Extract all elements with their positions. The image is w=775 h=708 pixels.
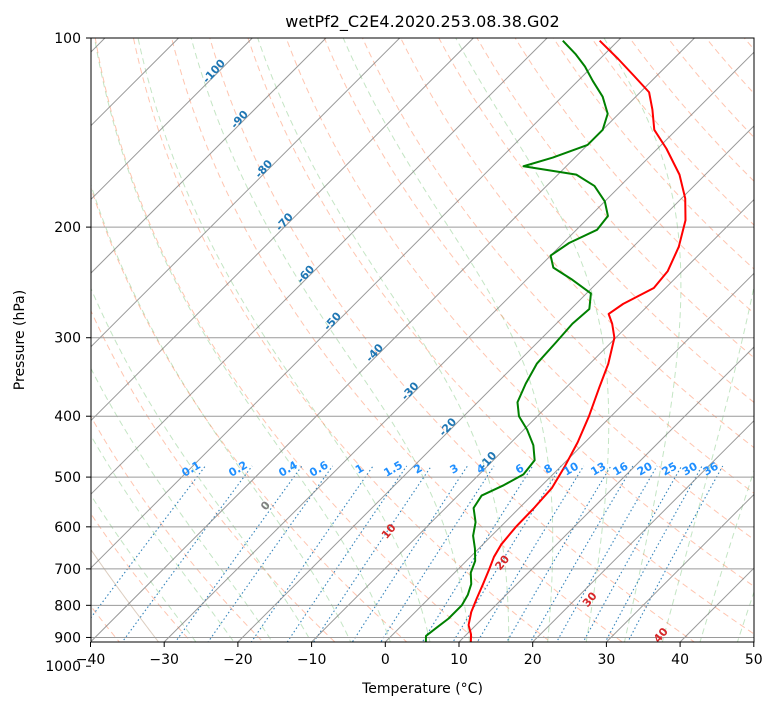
isotherm-line	[91, 38, 401, 348]
moist-adiabat-line	[699, 469, 754, 642]
x-tick-label: −10	[297, 652, 327, 668]
y-tick-label: 400	[54, 409, 81, 425]
x-tick-label: −40	[76, 652, 106, 668]
y-tick-label: 500	[54, 470, 81, 486]
isotherm-line	[91, 38, 622, 569]
dry-adiabat-line	[400, 38, 754, 449]
chart-title: wetPf2_C2E4.2020.253.08.38.G02	[285, 12, 559, 32]
dewpoint-profile-line	[424, 40, 609, 642]
mixing-ratio-line	[174, 465, 303, 642]
isotherm-line	[91, 38, 327, 274]
y-tick-label: 700	[54, 562, 81, 578]
grid-lines	[91, 38, 754, 642]
isotherm-line	[91, 38, 253, 201]
mixing-ratio-line	[476, 465, 585, 642]
dry-adiabat-line	[361, 38, 754, 494]
mixing-ratio-line	[250, 465, 374, 642]
temperature-profile-line	[467, 39, 687, 642]
dry-adiabat-line	[91, 309, 336, 642]
isotherm-line	[91, 38, 474, 422]
isotherm-line	[163, 51, 754, 642]
isotherm-line	[91, 38, 548, 495]
y-tick-label: 600	[54, 520, 81, 536]
mixing-ratio-lines	[91, 465, 724, 642]
mixing-ratio-line	[506, 465, 612, 642]
mixing-ratio-line	[91, 465, 206, 619]
plot-frame	[90, 37, 755, 643]
y-tick-label: 1000	[45, 659, 81, 675]
x-tick-label: 10	[450, 652, 468, 668]
x-tick-label: 50	[745, 652, 763, 668]
isotherm-line	[532, 419, 754, 642]
moist-adiabat-line	[94, 38, 391, 642]
isotherm-line	[458, 346, 754, 642]
dry-adiabat-line	[438, 38, 754, 404]
y-tick-label: 800	[54, 598, 81, 614]
mixing-ratio-line	[604, 465, 703, 642]
x-tick-label: 40	[671, 652, 689, 668]
x-axis-label: Temperature (°C)	[361, 681, 483, 697]
mixing-ratio-line	[380, 465, 495, 642]
dry-adiabat-line	[285, 38, 754, 587]
y-tick-label: 100	[54, 31, 81, 47]
isotherm-line	[384, 272, 754, 642]
y-axis-label: Pressure (hPa)	[12, 290, 28, 390]
y-tick-label: 900	[54, 631, 81, 647]
mixing-ratio-line	[529, 465, 634, 642]
mixing-ratio-line	[313, 465, 432, 642]
moist-adiabat-line	[661, 284, 754, 642]
sounding-series	[424, 39, 687, 642]
y-tick-label: 300	[54, 331, 81, 347]
x-tick-label: 30	[597, 652, 615, 668]
mixing-ratio-line	[286, 465, 408, 642]
dry-adiabat-line	[476, 38, 754, 359]
y-tick-label: 200	[54, 220, 81, 236]
isotherm-line	[606, 493, 754, 642]
x-tick-label: 0	[381, 652, 390, 668]
x-tick-label: −30	[149, 652, 179, 668]
dry-adiabat-line	[247, 38, 754, 635]
dry-adiabat-line	[323, 38, 754, 541]
axis-ticks: −40 −30 −20 −10 0 10 20 30 40 50 100 200 300 400 500 60…	[45, 31, 762, 675]
x-tick-label: 20	[524, 652, 542, 668]
isotherm-line	[237, 125, 754, 642]
x-tick-label: −20	[223, 652, 253, 668]
